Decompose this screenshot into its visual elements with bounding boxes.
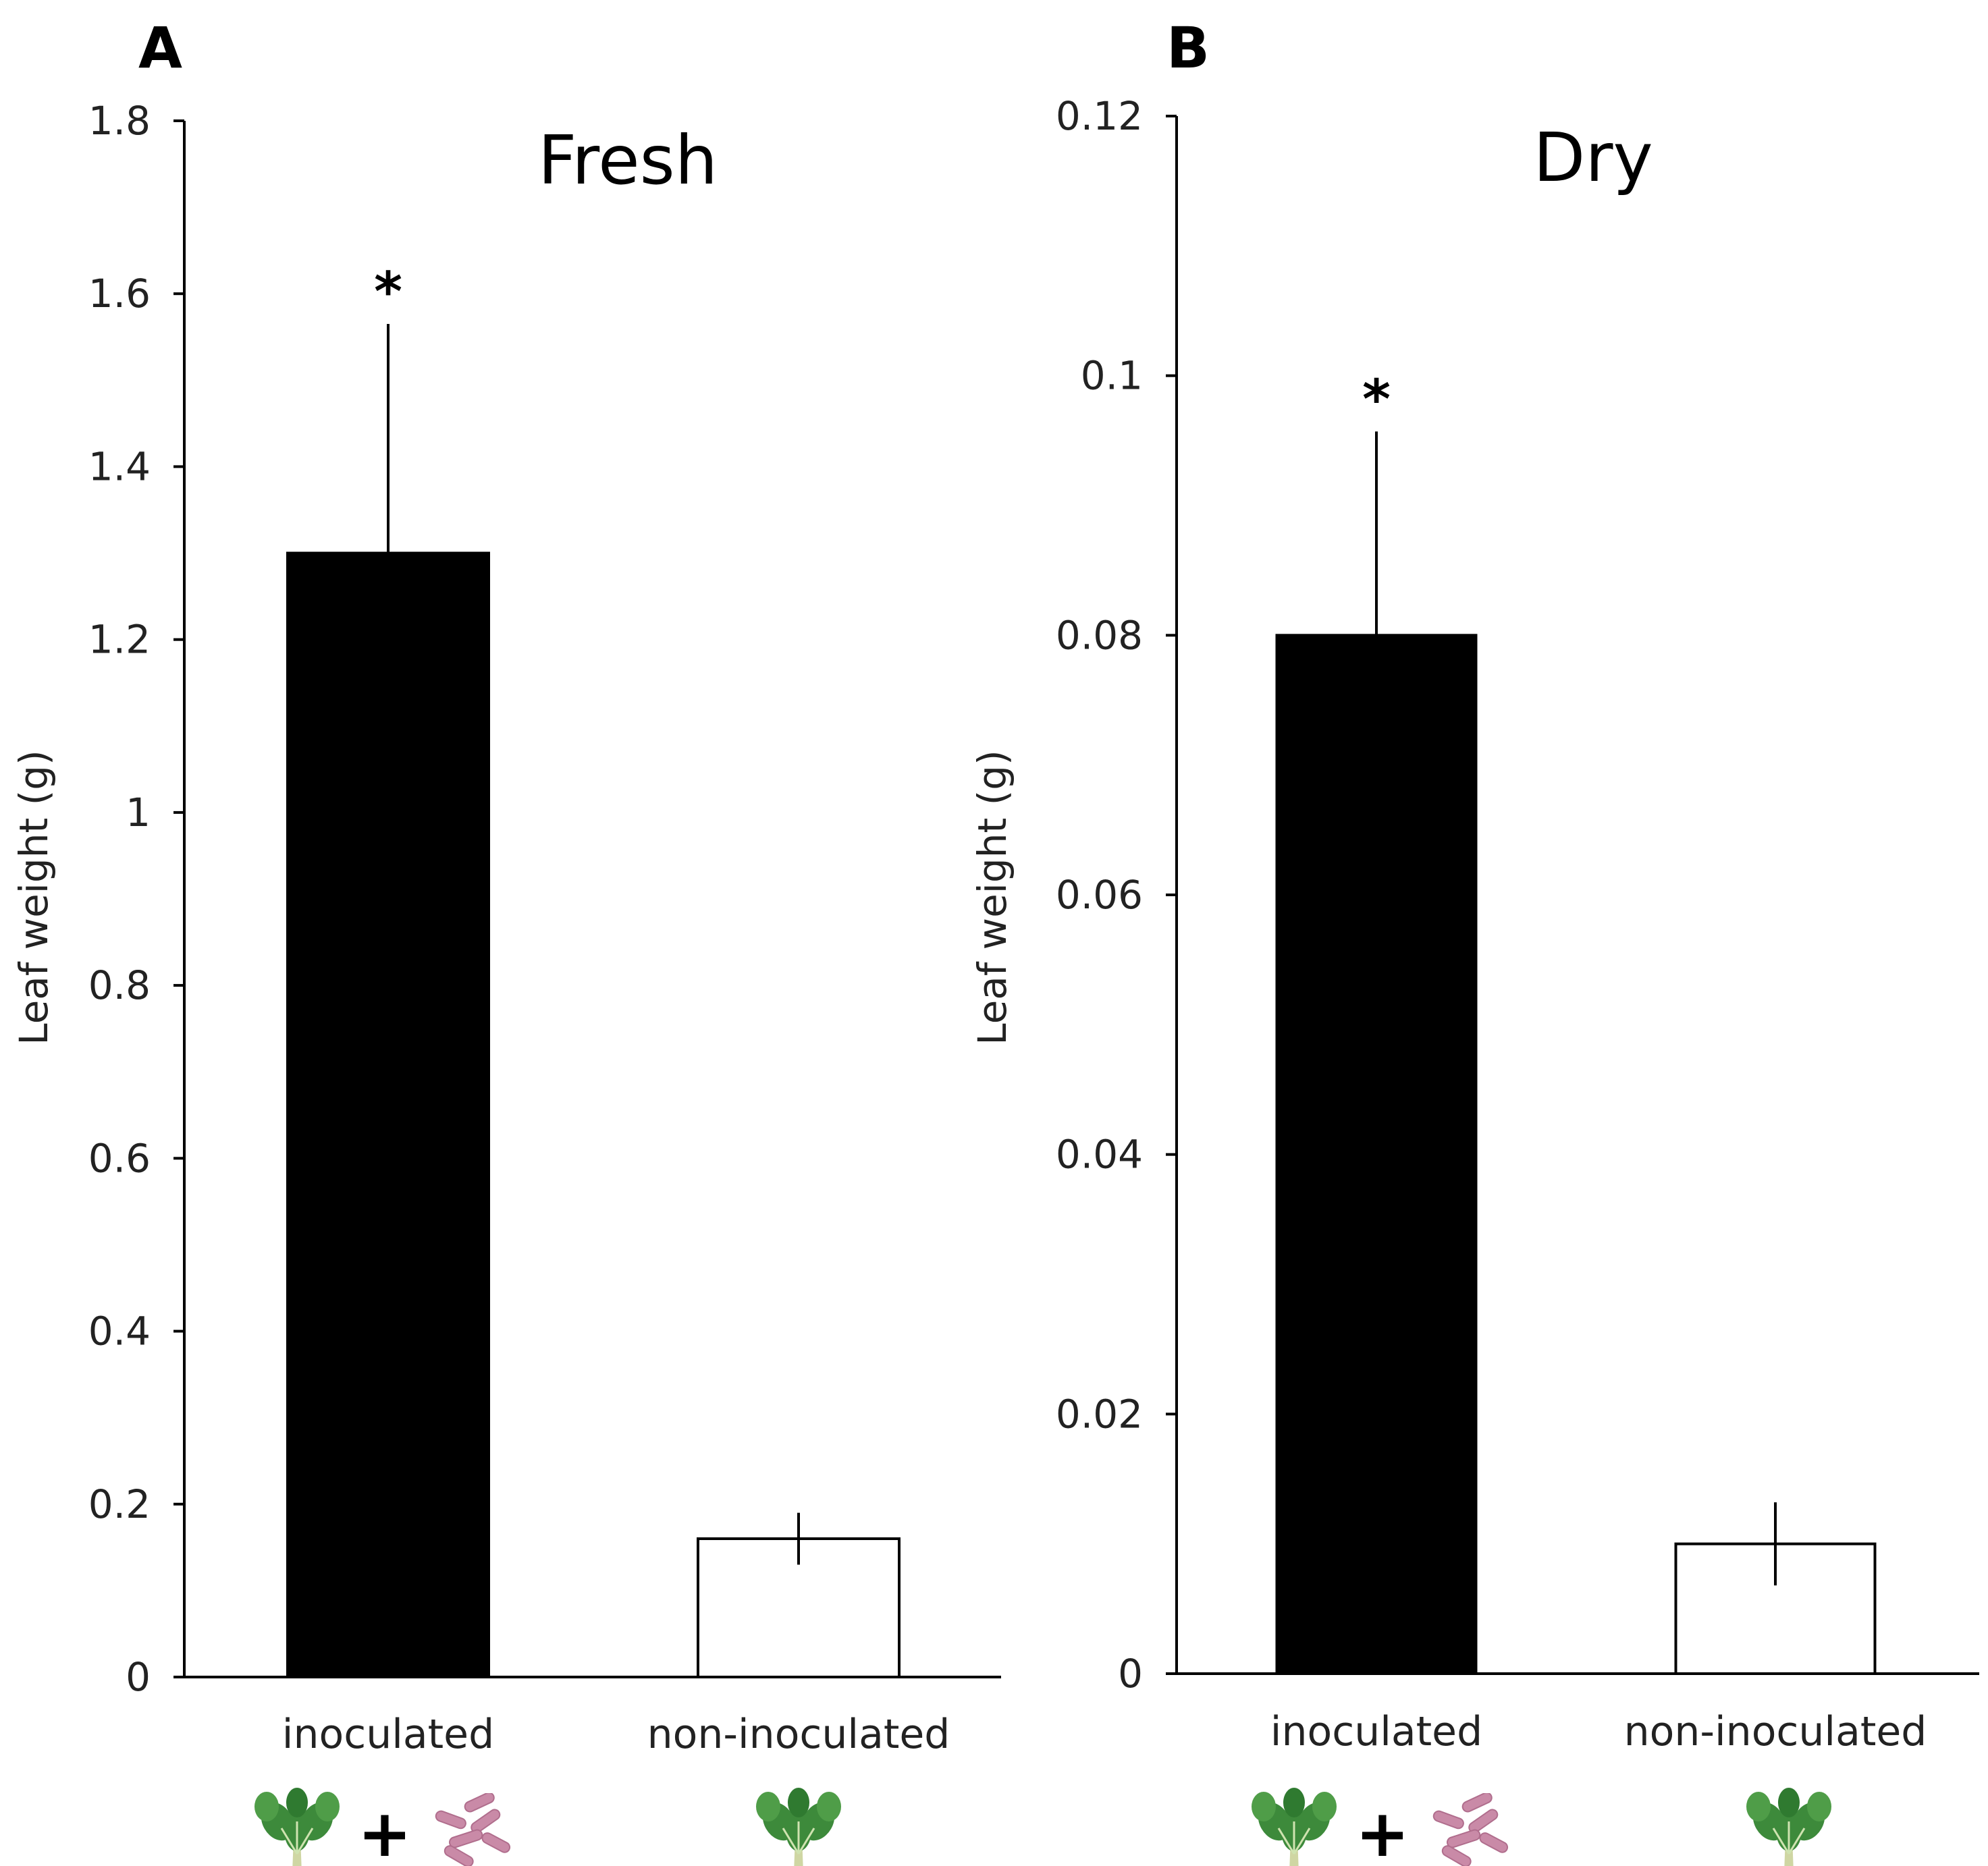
bacteria-icon [1431,1793,1510,1866]
y-tick-label-b: 0 [1118,1651,1143,1697]
category-label-non-inoculated-a: non-inoculated [647,1711,950,1758]
significance-marker-b: * [1362,368,1391,431]
plant-seedling-icon [755,1786,842,1866]
plus-icon: + [358,1796,412,1866]
y-tick-label-a: 0.6 [88,1135,151,1181]
bar-inoculated-b [1275,634,1478,1675]
y-tick-label-a: 1.4 [88,443,151,489]
bar-inoculated-a [286,551,490,1678]
y-tick-label-a: 1 [126,790,151,835]
chart-title-b: Dry [1533,118,1653,197]
y-tick-label-a: 0.4 [88,1309,151,1354]
plant-seedling-icon [253,1786,341,1866]
y-tick-label-a: 1.6 [88,271,151,317]
y-tick-label-b: 0.06 [1056,872,1143,918]
y-tick-label-a: 0.8 [88,962,151,1008]
y-tick-label-b: 0.1 [1081,353,1143,399]
category-label-non-inoculated-b: non-inoculated [1624,1708,1927,1755]
y-tick-label-a: 0 [126,1654,151,1700]
significance-marker-a: * [374,260,402,323]
y-tick-label-a: 1.8 [88,98,151,144]
plant-seedling-icon [1250,1786,1338,1866]
bar-non-inoculated-a [697,1537,901,1678]
y-tick-label-b: 0.08 [1056,612,1143,658]
panel-letter-a: A [138,15,182,81]
y-tick-label-b: 0.04 [1056,1132,1143,1178]
panel-fresh: A Fresh Leaf weight (g) 0 0.2 0.4 0.6 0.8 1 1.2 1.… [11,15,1001,1866]
y-tick-label-a: 1.2 [88,617,151,663]
y-tick-label-a: 0.2 [88,1481,151,1527]
bacteria-icon [433,1793,512,1866]
chart-title-a: Fresh [538,121,718,200]
panel-letter-b: B [1166,15,1210,81]
y-axis-label-b: Leaf weight (g) [969,750,1015,1045]
plus-icon: + [1355,1796,1409,1866]
plant-seedling-icon [1745,1786,1833,1866]
category-label-inoculated-b: inoculated [1270,1708,1482,1755]
y-axis-label-a: Leaf weight (g) [11,750,57,1045]
y-tick-label-b: 0.12 [1056,93,1143,139]
panel-dry: B Dry Leaf weight (g) 0 0.02 0.04 0.06 0.08 0.1 0… [969,15,1979,1866]
category-label-inoculated-a: inoculated [282,1711,494,1758]
y-tick-label-b: 0.02 [1056,1391,1143,1437]
